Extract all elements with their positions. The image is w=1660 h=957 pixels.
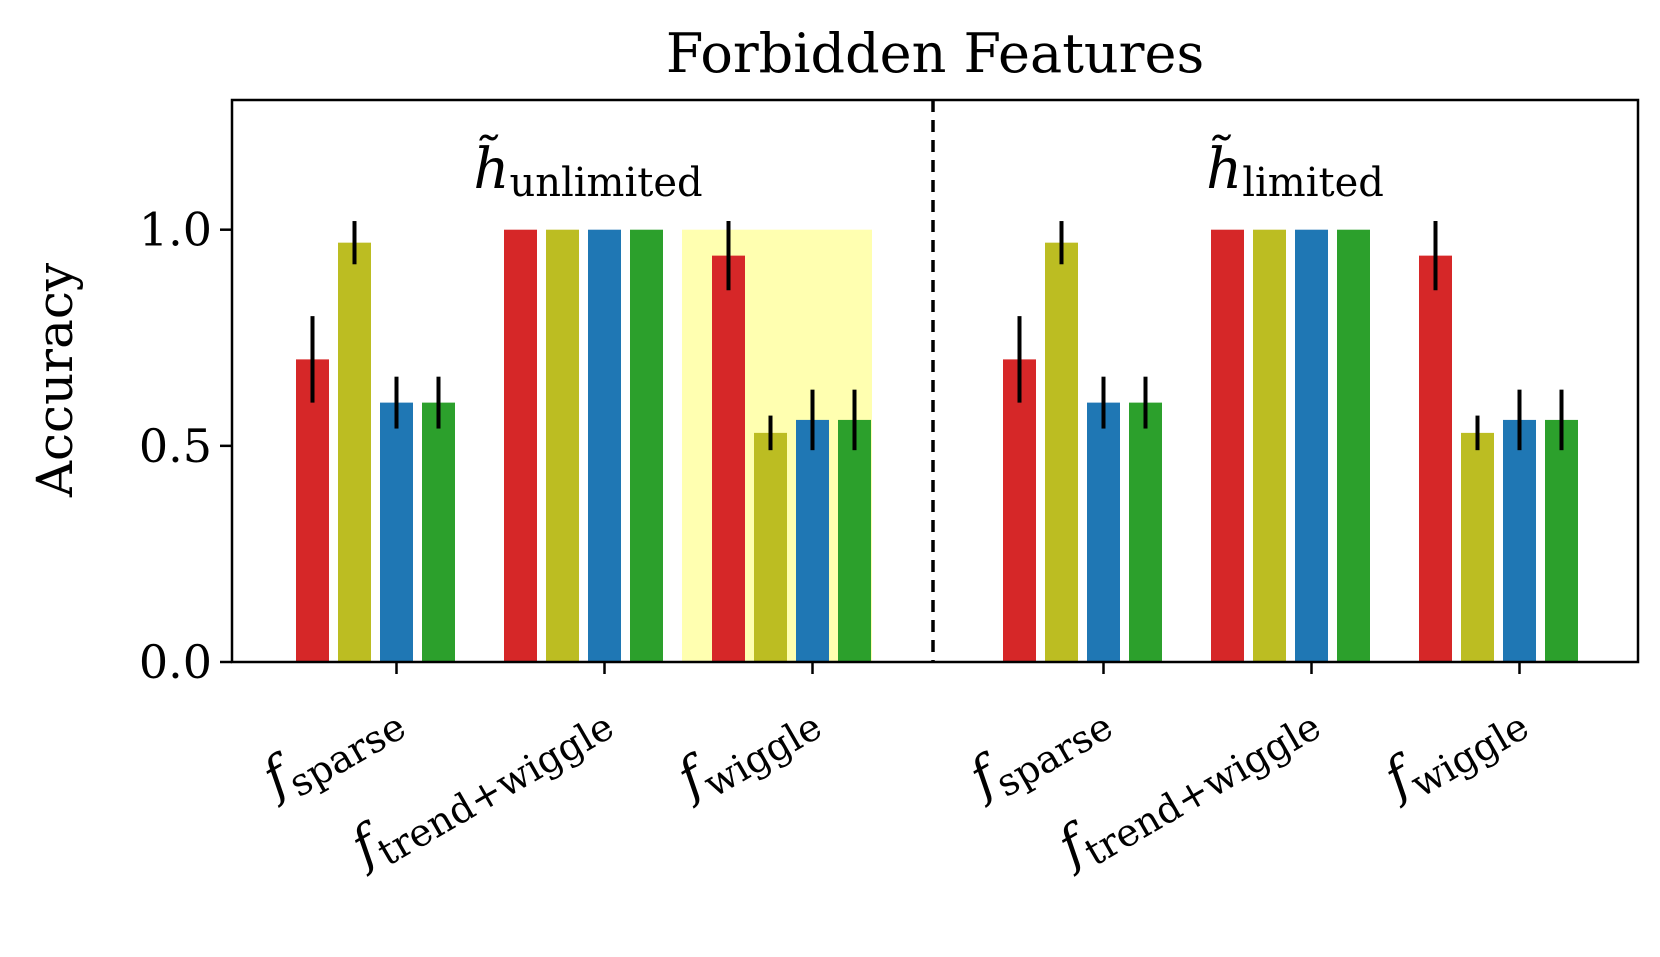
bar: [1087, 402, 1120, 662]
y-axis-label: Accuracy: [26, 262, 84, 498]
panel-label-main: h̃: [1206, 134, 1242, 202]
x-tick-label-sub: wiggle: [1403, 704, 1536, 806]
panel-label-sub: limited: [1242, 160, 1384, 206]
bar: [1503, 419, 1536, 662]
bar: [1253, 229, 1286, 662]
y-tick-label: 0.0: [139, 635, 212, 689]
x-tick-label-sub: trend+wiggle: [1077, 704, 1328, 874]
bar: [754, 432, 787, 662]
bar: [1545, 419, 1578, 662]
plot-frame: [230, 98, 1640, 664]
bar: [588, 229, 621, 662]
bar: [1129, 402, 1162, 662]
bar: [1003, 359, 1036, 662]
bar: [504, 229, 537, 662]
bar: [838, 419, 871, 662]
bar: [422, 402, 455, 662]
bar: [296, 359, 329, 662]
panel-label-main: h̃: [473, 134, 509, 202]
x-tick-label: fsparse: [249, 683, 413, 817]
bar: [712, 255, 745, 662]
chart-title: Forbidden Features: [666, 22, 1204, 85]
x-tick-label: fwiggle: [1371, 683, 1536, 818]
bar: [1461, 432, 1494, 662]
panel-label-sub: unlimited: [509, 160, 702, 206]
x-tick-label-sub: sparse: [988, 704, 1120, 805]
x-tick-label: fsparse: [956, 683, 1120, 817]
x-tick-label: fwiggle: [664, 683, 829, 818]
bar: [1045, 242, 1078, 662]
bar: [1419, 255, 1452, 662]
x-tick-label-sub: sparse: [281, 704, 413, 805]
bar: [338, 242, 371, 662]
bar: [1337, 229, 1370, 662]
bar: [796, 419, 829, 662]
bar: [380, 402, 413, 662]
bar: [1295, 229, 1328, 662]
bar: [1211, 229, 1244, 662]
panel-label: h̃limited: [1206, 134, 1384, 206]
bar: [546, 229, 579, 662]
x-tick-label-sub: wiggle: [696, 704, 829, 806]
bar: [630, 229, 663, 662]
y-tick-label: 1.0: [139, 203, 212, 257]
y-tick-label: 0.5: [139, 419, 212, 473]
x-tick-label-sub: trend+wiggle: [370, 704, 621, 874]
panel-label: h̃unlimited: [473, 134, 702, 206]
